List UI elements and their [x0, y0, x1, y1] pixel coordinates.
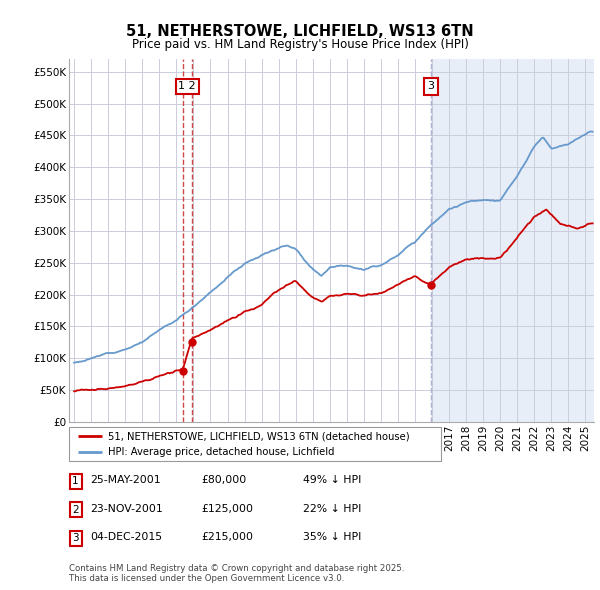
Text: £125,000: £125,000	[201, 504, 253, 513]
Text: 25-MAY-2001: 25-MAY-2001	[90, 476, 161, 485]
Text: 22% ↓ HPI: 22% ↓ HPI	[303, 504, 361, 513]
Text: 1: 1	[72, 477, 79, 486]
FancyBboxPatch shape	[70, 530, 82, 546]
FancyBboxPatch shape	[70, 502, 82, 517]
Text: 3: 3	[427, 81, 434, 91]
FancyBboxPatch shape	[69, 427, 441, 461]
Text: 35% ↓ HPI: 35% ↓ HPI	[303, 532, 361, 542]
Bar	[431, 59, 600, 422]
Text: 04-DEC-2015: 04-DEC-2015	[90, 532, 162, 542]
Text: Price paid vs. HM Land Registry's House Price Index (HPI): Price paid vs. HM Land Registry's House …	[131, 38, 469, 51]
FancyBboxPatch shape	[70, 474, 82, 489]
Text: Contains HM Land Registry data © Crown copyright and database right 2025.
This d: Contains HM Land Registry data © Crown c…	[69, 563, 404, 583]
Text: 1 2: 1 2	[178, 81, 196, 91]
Text: 3: 3	[72, 533, 79, 543]
Text: HPI: Average price, detached house, Lichfield: HPI: Average price, detached house, Lich…	[108, 447, 335, 457]
Text: £215,000: £215,000	[201, 532, 253, 542]
Text: 49% ↓ HPI: 49% ↓ HPI	[303, 476, 361, 485]
Text: 23-NOV-2001: 23-NOV-2001	[90, 504, 163, 513]
Text: 51, NETHERSTOWE, LICHFIELD, WS13 6TN (detached house): 51, NETHERSTOWE, LICHFIELD, WS13 6TN (de…	[108, 431, 410, 441]
Text: £80,000: £80,000	[201, 476, 246, 485]
Text: 51, NETHERSTOWE, LICHFIELD, WS13 6TN: 51, NETHERSTOWE, LICHFIELD, WS13 6TN	[126, 24, 474, 38]
Text: 2: 2	[72, 505, 79, 514]
